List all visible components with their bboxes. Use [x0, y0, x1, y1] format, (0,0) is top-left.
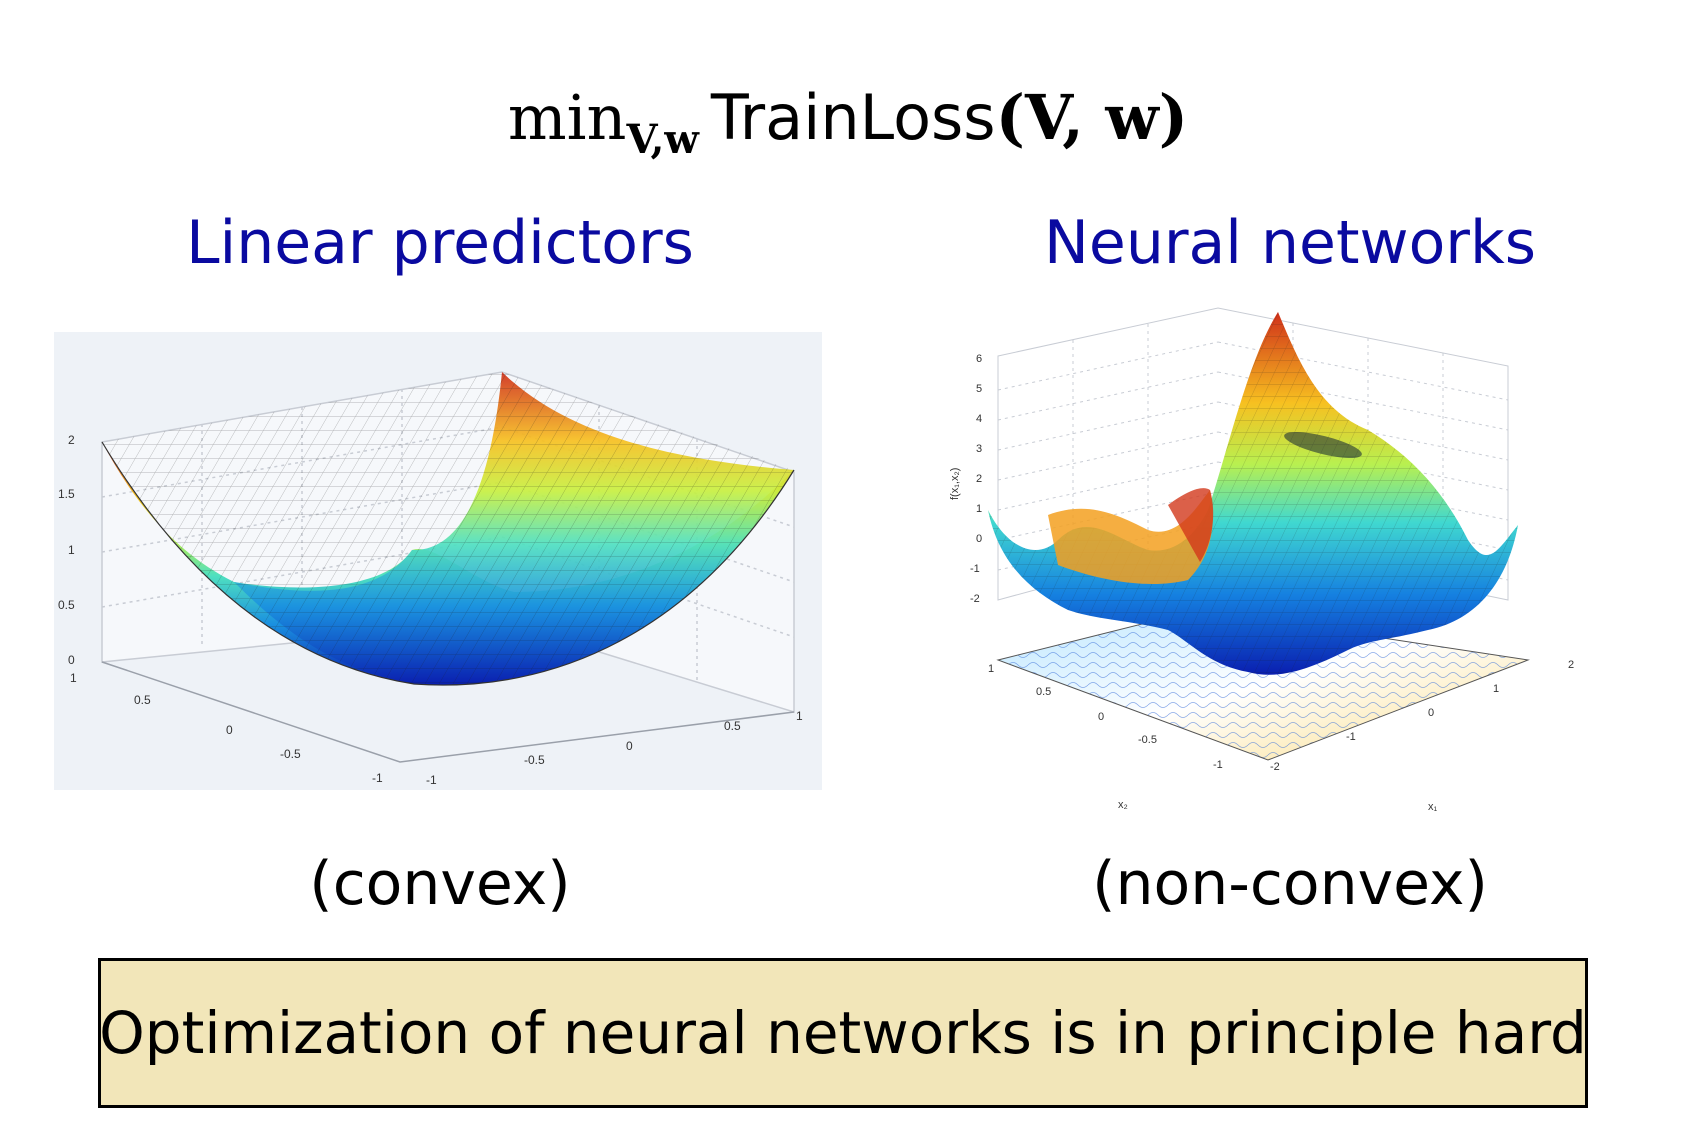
- tick-label: -0.5: [280, 747, 301, 761]
- tick-label: 2: [976, 473, 982, 485]
- convex-y-ticks: 1 0.5 0 -0.5 -1: [70, 671, 383, 785]
- tick-label: 4: [976, 413, 982, 425]
- contour-floor: [996, 609, 1530, 761]
- tick-label: 1: [1493, 683, 1499, 695]
- heading-linear-predictors: Linear predictors: [186, 208, 694, 278]
- convex-surface-plot: 2 1.5 1 0.5 0 1 0.5 0 -0.5 -1 -1 -0.5 0 …: [54, 332, 822, 790]
- convex-surface: [101, 372, 795, 686]
- nonconvex-z-label: f(x₁,x₂): [949, 468, 961, 500]
- tick-label: 2: [1568, 659, 1574, 671]
- nonconvex-x-label: x₁: [1428, 801, 1438, 813]
- convex-z-ticks: 2 1.5 1 0.5 0: [58, 433, 75, 667]
- tick-label: 1: [976, 503, 982, 515]
- tick-label: 0: [976, 533, 982, 545]
- tick-label: 2: [68, 433, 75, 447]
- tick-label: 1: [796, 709, 803, 723]
- tick-label: 0.5: [1036, 686, 1051, 698]
- caption-convex: (convex): [309, 849, 571, 919]
- tick-label: -1: [372, 771, 383, 785]
- formula-min: min: [507, 81, 627, 154]
- tick-label: -1: [1213, 759, 1223, 771]
- tick-label: 0.5: [134, 693, 151, 707]
- formula-subscript: V,w: [626, 116, 699, 163]
- tick-label: 1: [988, 663, 994, 675]
- objective-formula: minV,w TrainLoss(V, w): [0, 78, 1696, 180]
- convex-surface-svg: 2 1.5 1 0.5 0 1 0.5 0 -0.5 -1 -1 -0.5 0 …: [58, 371, 803, 787]
- tick-label: 1.5: [58, 487, 75, 501]
- nonconvex-y-label: x₂: [1118, 799, 1128, 811]
- nonconvex-surface-plot: 6 5 4 3 2 1 0 -1 -2 f(x₁,x₂) 1 0.5 0 -0.…: [948, 300, 1648, 820]
- convex-x-ticks: -1 -0.5 0 0.5 1: [426, 709, 803, 787]
- tick-label: 0: [626, 739, 633, 753]
- formula-function: TrainLoss: [710, 81, 996, 154]
- nonconvex-x-ticks: -2 -1 0 1 2: [1270, 659, 1574, 773]
- tick-label: 0.5: [724, 719, 741, 733]
- tick-label: -0.5: [524, 753, 545, 767]
- tick-label: 0: [1098, 711, 1104, 723]
- tick-label: 3: [976, 443, 982, 455]
- tick-label: -0.5: [1138, 734, 1157, 746]
- conclusion-box: Optimization of neural networks is in pr…: [98, 958, 1588, 1108]
- tick-label: -2: [1270, 761, 1280, 773]
- tick-label: -1: [1346, 731, 1356, 743]
- tick-label: 0: [68, 653, 75, 667]
- caption-non-convex: (non-convex): [1092, 849, 1488, 919]
- tick-label: 0: [226, 723, 233, 737]
- tick-label: 6: [976, 353, 982, 365]
- tick-label: 1: [70, 671, 77, 685]
- heading-neural-networks: Neural networks: [1044, 208, 1536, 278]
- nonconvex-surface: [988, 312, 1518, 675]
- formula-arguments: (V, w): [995, 81, 1189, 154]
- tick-label: 0.5: [58, 598, 75, 612]
- tick-label: 0: [1428, 707, 1434, 719]
- nonconvex-surface-svg: 6 5 4 3 2 1 0 -1 -2 f(x₁,x₂) 1 0.5 0 -0.…: [949, 307, 1574, 813]
- conclusion-text: Optimization of neural networks is in pr…: [99, 999, 1587, 1067]
- tick-label: -1: [426, 773, 437, 787]
- tick-label: 5: [976, 383, 982, 395]
- tick-label: -1: [970, 563, 980, 575]
- nonconvex-y-ticks: 1 0.5 0 -0.5 -1: [988, 663, 1223, 771]
- tick-label: -2: [970, 593, 980, 605]
- tick-label: 1: [68, 543, 75, 557]
- nonconvex-z-ticks: 6 5 4 3 2 1 0 -1 -2: [970, 353, 982, 605]
